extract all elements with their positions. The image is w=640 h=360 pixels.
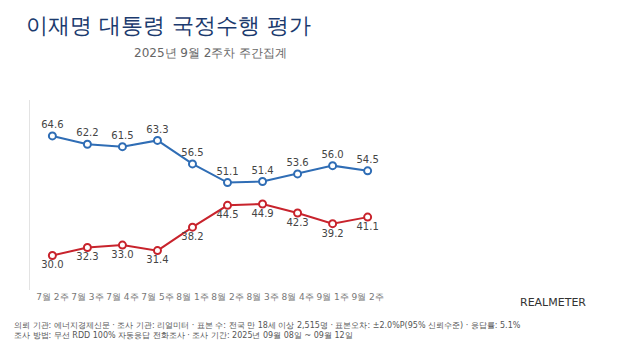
- svg-text:8월 1주: 8월 1주: [176, 292, 208, 302]
- svg-text:의뢰 기관: 에너지경제신문 · 조사 기관: 리얼미터 ·: 의뢰 기관: 에너지경제신문 · 조사 기관: 리얼미터 · 표본 수: 전국 …: [14, 321, 521, 340]
- svg-text:7월 4주: 7월 4주: [106, 292, 138, 302]
- svg-text:62.2: 62.2: [76, 127, 98, 138]
- svg-text:61.5: 61.5: [111, 130, 133, 141]
- svg-text:30.0: 30.0: [41, 259, 63, 270]
- svg-text:8월 2주: 8월 2주: [211, 292, 243, 302]
- svg-text:REALMETER: REALMETER: [520, 296, 586, 309]
- svg-text:51.1: 51.1: [216, 166, 238, 177]
- svg-text:8월 3주: 8월 3주: [246, 292, 278, 302]
- svg-text:56.5: 56.5: [181, 147, 203, 158]
- svg-text:51.4: 51.4: [251, 165, 273, 176]
- svg-text:8월 4주: 8월 4주: [281, 292, 313, 302]
- svg-text:41.1: 41.1: [356, 221, 378, 232]
- svg-text:39.2: 39.2: [321, 228, 343, 239]
- svg-text:38.2: 38.2: [181, 231, 203, 242]
- svg-text:64.6: 64.6: [41, 119, 63, 130]
- svg-text:이재명 대통령 국정수행 평가: 이재명 대통령 국정수행 평가: [26, 13, 311, 38]
- svg-text:9월 2주: 9월 2주: [351, 292, 383, 302]
- svg-text:63.3: 63.3: [146, 124, 168, 135]
- svg-text:9월 1주: 9월 1주: [316, 292, 348, 302]
- svg-text:42.3: 42.3: [286, 217, 308, 228]
- svg-text:2025년 9월 2주차 주간집계: 2025년 9월 2주차 주간집계: [134, 46, 287, 60]
- svg-text:44.9: 44.9: [251, 208, 273, 219]
- svg-text:53.6: 53.6: [286, 157, 308, 168]
- svg-text:44.5: 44.5: [216, 209, 238, 220]
- svg-text:31.4: 31.4: [146, 254, 168, 265]
- svg-text:33.0: 33.0: [111, 249, 133, 260]
- svg-text:7월 5주: 7월 5주: [141, 292, 173, 302]
- svg-text:54.5: 54.5: [356, 154, 378, 165]
- svg-text:32.3: 32.3: [76, 251, 98, 262]
- svg-text:56.0: 56.0: [321, 149, 343, 160]
- svg-text:7월 3주: 7월 3주: [71, 292, 103, 302]
- svg-text:7월 2주: 7월 2주: [36, 292, 68, 302]
